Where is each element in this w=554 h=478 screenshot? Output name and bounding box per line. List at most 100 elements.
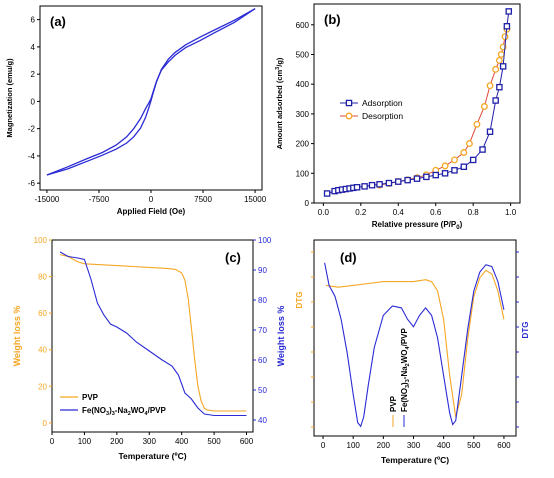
left-y-axis-label: DTG [295, 292, 304, 309]
right-y-tick-label: 90 [258, 266, 267, 275]
adsorption-point [353, 184, 361, 191]
y-tick-label: -4 [28, 152, 36, 161]
left-y-tick-label: 100 [34, 236, 48, 245]
panel-c-tga-chart: 0 100 200 300 400 500 600 0 20 40 60 80 100 40 50 60 70 8… [12, 236, 286, 461]
adsorption-point [423, 173, 430, 181]
panel-d-dtg-chart: 0 100 200 300 400 500 600 Temperature (ºC) DTG DT… [295, 239, 530, 465]
x-tick-label: 0.2 [355, 208, 367, 217]
panel-label: (d) [340, 250, 357, 265]
x-tick-label: 0.0 [318, 208, 330, 217]
plot-frame [313, 239, 517, 437]
hysteresis-loop-line [46, 8, 256, 176]
adsorption-point [432, 171, 439, 179]
right-y-tick-label: 100 [258, 236, 272, 245]
panel-a-magnetization-chart: -15000 -7500 0 7500 15000 -6 -4 -2 0 2 4 6 Applied F… [5, 5, 267, 216]
hysteresis-loop-line [46, 8, 256, 176]
x-tick-label: 200 [110, 437, 124, 446]
adsorption-point [395, 178, 402, 185]
x-axis-label: Relative pressure (P/P0) [372, 220, 463, 231]
y-tick-label: 0 [305, 199, 310, 208]
adsorption-point [368, 181, 376, 189]
x-tick-label: 100 [78, 437, 92, 446]
x-axis-label: Temperature (ºC) [381, 455, 449, 465]
legend-marker-desorption [345, 112, 353, 120]
x-tick-label: 300 [407, 441, 421, 450]
adsorption-point [404, 176, 411, 184]
desorption-point [495, 56, 503, 64]
y-tick-label: 2 [31, 70, 36, 79]
adsorption-point [460, 163, 468, 171]
right-y-tick-label: 60 [258, 356, 267, 365]
desorption-point [451, 156, 458, 164]
adsorption-point [469, 156, 477, 164]
plot-frame [51, 239, 254, 433]
annotation-label-composite: Fe(NO3)3-Na2WO4/PVP [400, 328, 411, 412]
x-axis-label: Temperature (ºC) [118, 451, 186, 461]
pvp-line [59, 254, 247, 412]
pvp-line [326, 269, 505, 418]
right-y-axis-label: Weight loss % [276, 306, 286, 367]
desorption-point [497, 51, 505, 58]
desorption-point [501, 33, 509, 41]
adsorption-point [496, 83, 503, 91]
adsorption-point [486, 128, 494, 135]
adsorption-point [361, 183, 368, 190]
y-tick-label: 500 [296, 50, 310, 59]
adsorption-point [385, 179, 393, 187]
adsorption-point [441, 170, 449, 177]
x-tick-label: 15000 [244, 195, 267, 204]
x-tick-label: 100 [347, 441, 361, 450]
desorption-point [473, 120, 481, 128]
desorption-point [465, 140, 473, 148]
panel-label: (b) [324, 12, 341, 27]
x-tick-label: 300 [143, 437, 157, 446]
adsorption-point [451, 167, 458, 174]
x-tick-label: 600 [497, 441, 511, 450]
x-tick-label: 400 [437, 441, 451, 450]
annotation-label-pvp: PVP [389, 395, 398, 412]
y-tick-label: 400 [296, 80, 310, 89]
left-y-tick-label: 0 [43, 419, 48, 428]
composite-line [324, 262, 505, 428]
legend-marker-adsorption [345, 99, 353, 107]
x-tick-label: -7500 [89, 195, 110, 204]
adsorption-point [479, 146, 486, 153]
x-tick-label: 600 [240, 437, 254, 446]
x-tick-label: 0.6 [430, 208, 442, 217]
x-tick-label: 500 [207, 437, 221, 446]
right-y-axis-label: DTG [521, 322, 530, 339]
desorption-point [492, 65, 500, 73]
x-tick-label: 500 [467, 441, 481, 450]
left-y-tick-label: 60 [38, 309, 47, 318]
y-tick-label: 200 [296, 140, 310, 149]
panel-b-adsorption-chart: 0.0 0.2 0.4 0.6 0.8 1.0 0 100 200 300 400 500 600 Rel… [275, 3, 521, 231]
left-y-tick-label: 40 [38, 346, 47, 355]
y-tick-label: 6 [31, 16, 36, 25]
desorption-point [486, 82, 494, 90]
adsorption-point [492, 97, 499, 104]
right-y-tick-label: 80 [258, 296, 267, 305]
y-tick-label: 100 [296, 169, 310, 178]
x-tick-label: 0 [50, 437, 55, 446]
legend-label: Desorption [362, 111, 403, 121]
adsorption-line [326, 11, 510, 194]
panel-label: (c) [225, 250, 241, 265]
y-tick-label: 600 [296, 21, 310, 30]
adsorption-point [505, 8, 513, 15]
x-tick-label: 0.4 [393, 208, 405, 217]
x-tick-label: 0 [321, 441, 326, 450]
y-tick-label: -2 [28, 125, 36, 134]
x-tick-label: 0 [149, 195, 154, 204]
x-axis-label: Applied Field (Oe) [117, 207, 186, 216]
right-y-tick-label: 70 [258, 326, 267, 335]
right-y-tick-label: 40 [258, 416, 267, 425]
x-tick-label: 0.8 [468, 208, 480, 217]
adsorption-point [376, 181, 383, 188]
y-axis-label: Amount adsorbed (cm3/g) [275, 57, 284, 149]
left-y-axis-label: Weight loss % [12, 306, 22, 367]
y-tick-label: 4 [31, 43, 36, 52]
x-tick-label: 7500 [194, 195, 212, 204]
legend-label-pvp: PVP [82, 393, 99, 402]
panel-label: (a) [50, 14, 66, 29]
